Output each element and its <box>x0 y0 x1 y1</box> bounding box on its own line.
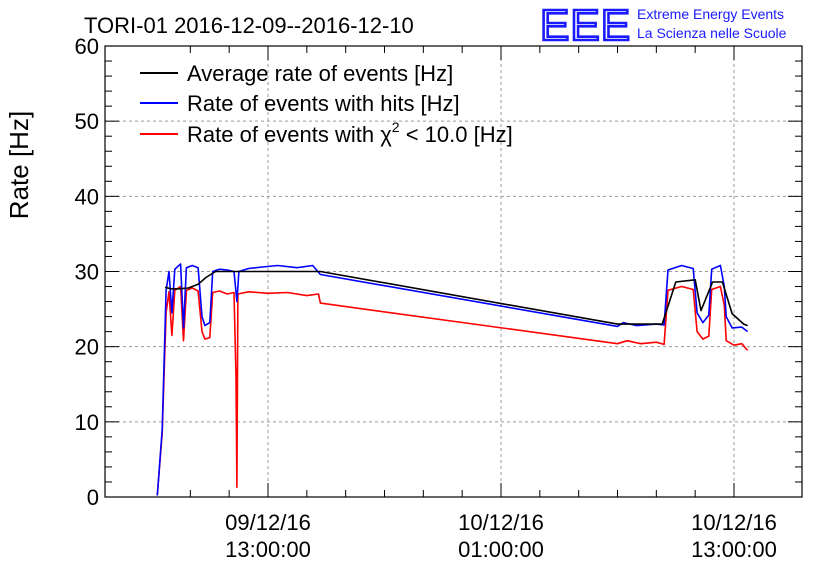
data-series <box>156 263 749 496</box>
legend-chi2-prefix: Rate of events with <box>187 122 380 147</box>
x-axis-ticks: 09/12/1613:00:0010/12/1601:00:0010/12/16… <box>189 46 777 562</box>
series-rate-chi2 <box>156 285 749 496</box>
legend-chi2-symbol: χ <box>380 122 392 147</box>
chart-title: TORI-01 2016-12-09--2016-12-10 <box>84 13 414 38</box>
legend-label-chi2: Rate of events with χ2 < 10.0 [Hz] <box>187 119 513 147</box>
eee-logo-line2: La Scienza nelle Scuole <box>637 25 787 41</box>
legend-chi2-suffix: < 10.0 [Hz] <box>400 122 513 147</box>
x-tick-time: 01:00:00 <box>458 537 544 562</box>
eee-logo-letters: EEE <box>540 1 631 50</box>
series-average-rate <box>164 270 748 327</box>
y-tick-label: 20 <box>75 335 99 360</box>
y-tick-label: 10 <box>75 410 99 435</box>
y-axis-ticks: 0 10 20 30 40 50 60 <box>75 34 802 510</box>
x-tick-time: 13:00:00 <box>225 537 311 562</box>
eee-logo-line1: Extreme Energy Events <box>637 6 784 22</box>
y-tick-label: 40 <box>75 184 99 209</box>
y-tick-label: 30 <box>75 260 99 285</box>
y-tick-label: 60 <box>75 34 99 59</box>
series-rate-with-hits <box>156 263 749 496</box>
x-tick-date: 10/12/16 <box>458 510 544 535</box>
x-tick-date: 10/12/16 <box>691 510 777 535</box>
legend: Average rate of events [Hz] Rate of even… <box>140 61 513 147</box>
eee-logo: EEE Extreme Energy Events La Scienza nel… <box>539 0 787 51</box>
y-axis-label: Rate [Hz] <box>4 111 34 219</box>
legend-chi2-superscript: 2 <box>392 119 400 135</box>
y-tick-label: 50 <box>75 109 99 134</box>
x-tick-date: 09/12/16 <box>225 510 311 535</box>
y-tick-label: 0 <box>87 485 99 510</box>
x-tick-time: 13:00:00 <box>691 537 777 562</box>
legend-label-hits: Rate of events with hits [Hz] <box>187 91 460 116</box>
legend-label-avg: Average rate of events [Hz] <box>187 61 453 86</box>
